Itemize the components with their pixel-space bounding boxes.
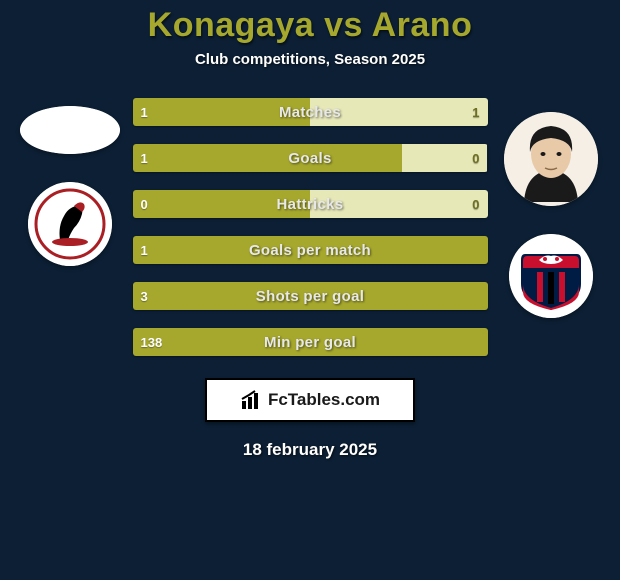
stat-row: 11Matches <box>133 98 488 126</box>
stat-row: 138Min per goal <box>133 328 488 356</box>
page-title: Konagaya vs Arano <box>148 6 473 45</box>
right-player-column <box>496 98 606 318</box>
fctables-brand-text: FcTables.com <box>268 390 380 410</box>
stats-bars-column: 11Matches 10Goals 00Hattricks 1Goals per ma… <box>133 98 488 356</box>
stat-right-value: 0 <box>402 144 487 172</box>
left-player-column <box>15 98 125 266</box>
left-player-silhouette-icon <box>20 106 120 154</box>
stat-left-value: 1 <box>133 236 488 264</box>
stat-row: 00Hattricks <box>133 190 488 218</box>
stat-row: 3Shots per goal <box>133 282 488 310</box>
right-player-photo <box>504 112 598 206</box>
stat-left-value: 3 <box>133 282 488 310</box>
stat-left-value: 1 <box>133 98 311 126</box>
date-text: 18 february 2025 <box>243 440 377 460</box>
stat-right-value: 0 <box>310 190 488 218</box>
main-row: 11Matches 10Goals 00Hattricks 1Goals per ma… <box>0 98 620 356</box>
stat-left-value: 1 <box>133 144 403 172</box>
right-club-logo <box>509 234 593 318</box>
roasso-kumamoto-logo-icon <box>28 182 112 266</box>
content-wrapper: Konagaya vs Arano Club competitions, Sea… <box>0 0 620 580</box>
stat-left-value: 138 <box>133 328 488 356</box>
right-player-face-icon <box>504 112 598 206</box>
left-club-logo <box>28 182 112 266</box>
fctables-chart-icon <box>240 389 262 411</box>
stat-row: 1Goals per match <box>133 236 488 264</box>
left-player-photo <box>20 106 120 154</box>
consadole-sapporo-logo-icon <box>509 234 593 318</box>
page-subtitle: Club competitions, Season 2025 <box>195 51 425 68</box>
stat-left-value: 0 <box>133 190 311 218</box>
stat-row: 10Goals <box>133 144 488 172</box>
stat-right-value: 1 <box>310 98 488 126</box>
fctables-brand-badge[interactable]: FcTables.com <box>205 378 415 422</box>
